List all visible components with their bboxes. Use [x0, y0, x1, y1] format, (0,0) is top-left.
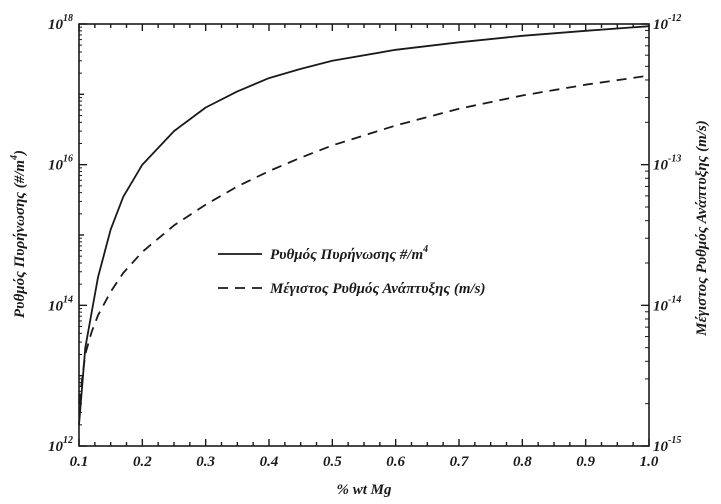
legend: Ρυθμός Πυρήνωσης #/m4 Μέγιστος Ρυθμός Αν…: [218, 244, 486, 297]
y-right-tick-exp: -12: [668, 13, 681, 24]
legend-label-nucleation: Ρυθμός Πυρήνωσης #/m4: [270, 244, 428, 263]
y-right-tick-base: 10: [653, 439, 669, 455]
y-left-tick-label: 1014: [48, 294, 73, 314]
y-right-tick-exp: -13: [668, 154, 681, 165]
x-tick-label: 1.0: [640, 454, 659, 470]
y-left-tick-label: 1016: [48, 154, 73, 174]
y-right-tick-base: 10: [653, 298, 669, 314]
y-right-tick-exp: -14: [668, 294, 681, 305]
y-axis-left-label-main: Ρυθμός Πυρήνωσης (#/m: [12, 160, 28, 318]
series-growth-line: [78, 74, 650, 404]
x-tick-label: 0.5: [323, 454, 342, 470]
y-axis-left-label-sup: 4: [9, 155, 20, 161]
series-layer: [78, 25, 650, 425]
x-axis-label: % wt Mg: [336, 482, 392, 498]
y-right-tick-label: 10-13: [653, 154, 681, 174]
y-left-tick-exp: 18: [63, 13, 73, 24]
y-left-tick-label: 1018: [48, 13, 73, 33]
plot-frame: [78, 23, 650, 447]
y-left-tick-exp: 12: [63, 435, 73, 446]
x-tick-label: 0.4: [260, 454, 279, 470]
y-left-tick-label: 1012: [48, 435, 73, 455]
y-left-tick-base: 10: [48, 17, 64, 33]
y-left-tick-base: 10: [48, 439, 64, 455]
y-right-tick-label: 10-14: [653, 294, 681, 314]
y-left-tick-exp: 14: [63, 294, 73, 305]
y-left-tick-exp: 16: [63, 154, 73, 165]
x-tick-label: 0.8: [513, 454, 532, 470]
y-axis-right-label: Μέγιστος Ρυθμός Ανάπτυξης (m/s): [694, 120, 710, 337]
y-right-tick-exp: -15: [668, 435, 681, 446]
tick-labels-layer: 0.1 0.2 0.3 0.4 0.5 0.6 0.7 0.8 0.9 1.01012101410…: [48, 13, 681, 470]
y-axis-left-label: Ρυθμός Πυρήνωσης (#/m4): [9, 150, 28, 318]
y-left-tick-base: 10: [48, 158, 64, 174]
x-tick-label: 0.6: [386, 454, 405, 470]
x-tick-label: 0.1: [70, 454, 89, 470]
x-tick-label: 0.9: [576, 454, 595, 470]
y-right-tick-label: 10-15: [653, 435, 681, 455]
y-left-tick-base: 10: [48, 298, 64, 314]
x-tick-label: 0.2: [133, 454, 152, 470]
y-right-tick-label: 10-12: [653, 13, 681, 33]
x-tick-label: 0.3: [196, 454, 215, 470]
y-right-tick-base: 10: [653, 17, 669, 33]
legend-label-nucleation-main: Ρυθμός Πυρήνωσης #/m: [270, 247, 423, 263]
y-right-tick-base: 10: [653, 158, 669, 174]
series-nucleation-line: [78, 25, 650, 425]
legend-label-growth: Μέγιστος Ρυθμός Ανάπτυξης (m/s): [269, 281, 486, 297]
x-tick-label: 0.7: [450, 454, 469, 470]
legend-label-nucleation-sup: 4: [422, 244, 428, 255]
y-axis-left-label-tail: ): [12, 150, 28, 157]
ticks-layer: [78, 23, 650, 447]
